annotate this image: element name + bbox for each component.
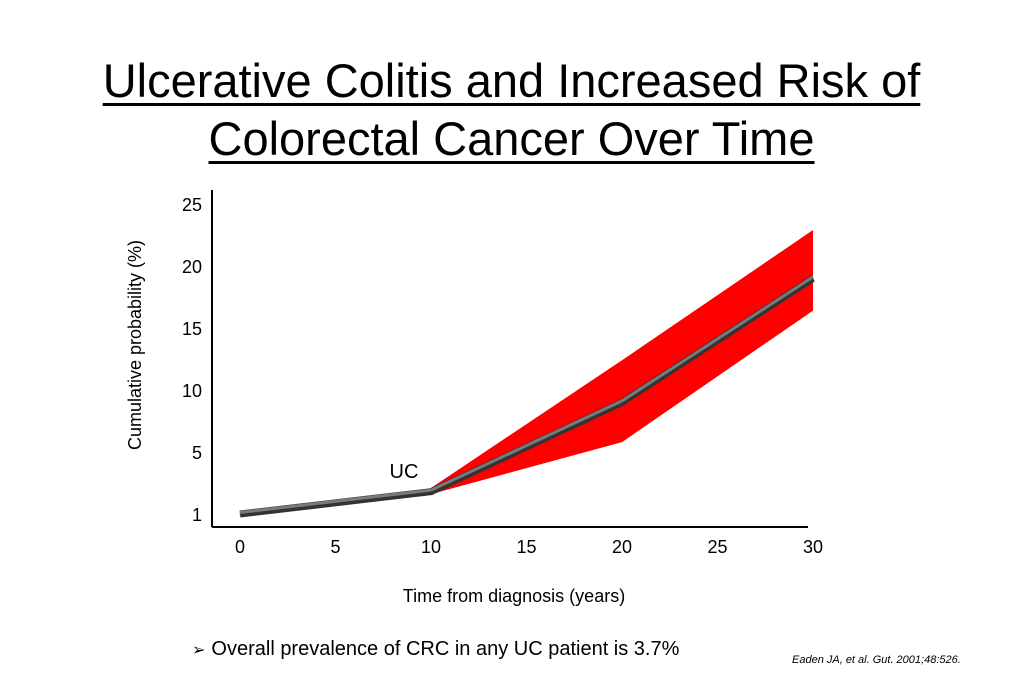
x-tick-label: 5 [330, 537, 340, 557]
x-tick-label: 25 [707, 537, 727, 557]
y-tick-label: 10 [182, 381, 202, 401]
series-point [239, 513, 241, 515]
x-tick-label: 0 [235, 537, 245, 557]
prevalence-text: Overall prevalence of CRC in any UC pati… [211, 638, 680, 660]
series-line [239, 275, 814, 514]
y-tick-label: 20 [182, 257, 202, 277]
confidence-band [431, 230, 813, 495]
y-tick-label: 1 [192, 505, 202, 525]
series-label-uc: UC [390, 461, 419, 483]
citation: Eaden JA, et al. Gut. 2001;48:526. [792, 654, 961, 666]
x-tick-label: 10 [421, 537, 441, 557]
series-point [812, 277, 814, 279]
x-tick-label: 15 [516, 537, 536, 557]
y-axis-label: Cumulative probability (%) [125, 240, 145, 450]
title-line-1: Ulcerative Colitis and Increased Risk of [102, 54, 921, 107]
x-tick-label: 20 [612, 537, 632, 557]
y-tick-label: 25 [182, 195, 202, 215]
y-tick-label: 15 [182, 319, 202, 339]
series-point [430, 491, 432, 493]
x-axis-label: Time from diagnosis (years) [403, 586, 625, 606]
title-line-2: Colorectal Cancer Over Time [208, 112, 815, 165]
prevalence-note: ➢ Overall prevalence of CRC in any UC pat… [192, 637, 679, 663]
x-tick-label: 30 [803, 537, 823, 557]
slide-title: Ulcerative Colitis and Increased Risk of… [0, 52, 1023, 168]
arrow-bullet-icon: ➢ [192, 642, 206, 659]
series-point [621, 401, 623, 403]
y-tick-label: 5 [192, 443, 202, 463]
